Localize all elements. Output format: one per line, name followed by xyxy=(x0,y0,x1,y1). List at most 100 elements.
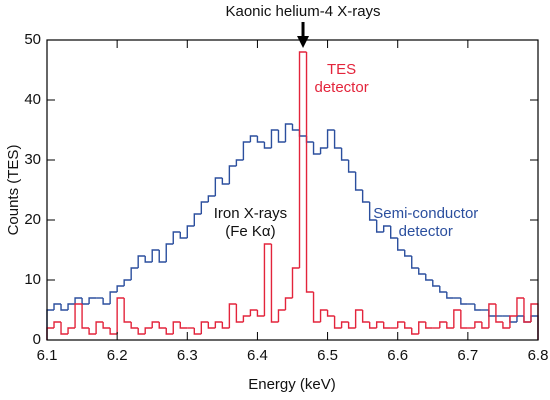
histogram-bin xyxy=(88,297,97,304)
histogram-bin xyxy=(474,321,482,328)
histogram-bin xyxy=(326,129,335,148)
x-axis-label: Energy (keV) xyxy=(248,376,336,393)
annotation-arrowhead xyxy=(297,36,310,48)
y-tick-label: 20 xyxy=(24,211,41,228)
histogram-bin xyxy=(102,298,111,305)
histogram-bin xyxy=(123,279,132,286)
histogram-bin xyxy=(333,130,342,149)
histogram-bin xyxy=(488,310,496,317)
histogram-bin xyxy=(179,322,188,329)
histogram-bin xyxy=(404,322,412,329)
y-tick-label: 30 xyxy=(24,151,41,168)
histogram-bin xyxy=(404,250,412,257)
histogram-bin xyxy=(340,321,349,328)
histogram-bin xyxy=(397,321,405,328)
histogram-bin xyxy=(165,243,174,262)
histogram-bin xyxy=(263,142,272,149)
histogram-bin xyxy=(60,322,69,335)
histogram-bin xyxy=(298,51,307,268)
histogram-bin xyxy=(354,172,363,191)
histogram-bin xyxy=(221,178,230,185)
histogram-bin xyxy=(516,315,524,322)
histogram-bin xyxy=(88,328,97,335)
histogram-bin xyxy=(354,309,363,328)
histogram-bin xyxy=(130,322,139,329)
x-tick-label: 6.7 xyxy=(457,347,478,364)
histogram-bin xyxy=(361,190,370,203)
histogram-bin xyxy=(200,201,209,214)
histogram-bin xyxy=(326,310,335,317)
histogram-bin xyxy=(67,303,76,310)
histogram-bin xyxy=(361,310,370,323)
annotation: TES xyxy=(327,61,356,78)
annotation: (Fe Kα) xyxy=(225,223,275,240)
plot-frame xyxy=(46,39,539,341)
x-tick-label: 6.2 xyxy=(107,347,128,364)
y-tick-label: 0 xyxy=(33,331,41,348)
histogram-bin xyxy=(509,316,517,323)
histogram-bin xyxy=(523,316,531,323)
y-axis-label: Counts (TES) xyxy=(5,145,22,236)
histogram-bin xyxy=(340,148,349,161)
histogram-bin xyxy=(158,250,167,263)
histogram-bin xyxy=(319,309,328,322)
histogram-bin xyxy=(151,321,160,328)
histogram-bin xyxy=(432,280,440,287)
histogram-bin xyxy=(256,136,265,143)
histogram-bin xyxy=(116,297,125,334)
histogram-bin xyxy=(305,52,314,293)
histogram-bin xyxy=(481,322,489,329)
histogram-bin xyxy=(74,303,83,328)
histogram-bin xyxy=(172,321,181,334)
histogram-bin xyxy=(53,303,62,310)
histogram-bin xyxy=(397,238,405,251)
histogram-bin xyxy=(249,309,258,316)
histogram-bin xyxy=(144,256,153,263)
histogram-bin xyxy=(382,322,391,329)
y-tick-label: 10 xyxy=(24,271,41,288)
histogram-bin xyxy=(130,267,139,280)
x-tick-label: 6.6 xyxy=(387,347,408,364)
histogram-bin xyxy=(523,298,531,323)
x-tick-label: 6.3 xyxy=(177,347,198,364)
histogram-bin xyxy=(67,327,76,334)
histogram-bin xyxy=(144,327,153,334)
histogram-bin xyxy=(390,226,398,239)
histogram-bin xyxy=(249,135,258,142)
histogram-bin xyxy=(137,255,146,268)
x-tick-label: 6.1 xyxy=(37,347,58,364)
histogram-bin xyxy=(284,297,293,310)
histogram-bin xyxy=(509,315,517,328)
histogram-bin xyxy=(460,298,468,305)
histogram-bin xyxy=(439,286,447,293)
histogram-bin xyxy=(291,267,300,298)
histogram-bin xyxy=(474,304,482,311)
histogram-bin xyxy=(333,316,342,329)
histogram-bin xyxy=(530,303,539,340)
histogram-bin xyxy=(425,274,433,281)
y-tick-label: 40 xyxy=(24,91,41,108)
annotation: Semi-conductor xyxy=(373,205,478,222)
x-tick-label: 6.4 xyxy=(247,347,268,364)
histogram-bin xyxy=(228,165,237,184)
histogram-bin xyxy=(207,195,216,202)
histogram-bin xyxy=(193,328,202,335)
histogram-bin xyxy=(368,322,377,329)
histogram-bin xyxy=(186,225,195,238)
histogram-bin xyxy=(291,124,300,131)
histogram-bin xyxy=(453,309,461,328)
histogram-bin xyxy=(207,322,216,329)
histogram-bin xyxy=(382,225,391,232)
histogram-bin xyxy=(81,298,90,305)
histogram-bin xyxy=(256,310,265,317)
x-tick-label: 6.5 xyxy=(317,347,338,364)
histogram-bin xyxy=(158,322,167,329)
histogram-bin xyxy=(270,129,279,148)
x-tick-label: 6.8 xyxy=(528,347,549,364)
histogram-bin xyxy=(137,328,146,335)
histogram-bin xyxy=(312,292,321,323)
histogram-bin xyxy=(418,321,426,334)
histogram-bin xyxy=(102,322,111,329)
histogram-bin xyxy=(270,244,279,323)
